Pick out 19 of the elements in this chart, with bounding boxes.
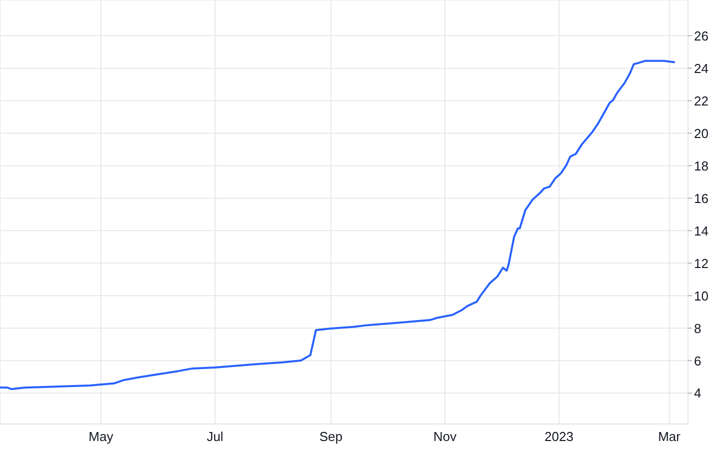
- y-tick-label: 24: [694, 60, 708, 76]
- x-tick-label: Jul: [206, 429, 224, 444]
- y-tick-label: 6: [694, 353, 702, 368]
- y-tick-label: 22: [694, 93, 708, 108]
- y-tick-label: 18: [694, 158, 708, 174]
- x-tick-label: 2023: [544, 429, 574, 444]
- x-tick-label: Mar: [658, 429, 682, 444]
- x-tick-label: Sep: [319, 429, 342, 444]
- y-tick-label: 16: [694, 190, 708, 206]
- x-tick-label: May: [88, 429, 114, 444]
- y-tick-label: 12: [694, 256, 708, 271]
- y-tick-label: 10: [694, 288, 708, 304]
- line-series: [0, 60, 676, 390]
- x-tick-label: Nov: [433, 429, 458, 444]
- y-tick-label: 20: [694, 126, 708, 141]
- y-tick-label: 4: [694, 386, 702, 401]
- y-tick-label: 8: [694, 320, 702, 336]
- y-tick-label: 26: [694, 28, 708, 44]
- y-tick-label: 14: [694, 223, 708, 238]
